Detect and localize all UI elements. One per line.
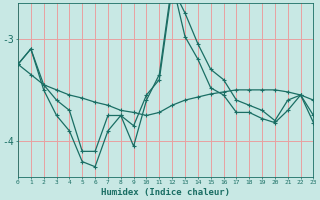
X-axis label: Humidex (Indice chaleur): Humidex (Indice chaleur) bbox=[101, 188, 230, 197]
